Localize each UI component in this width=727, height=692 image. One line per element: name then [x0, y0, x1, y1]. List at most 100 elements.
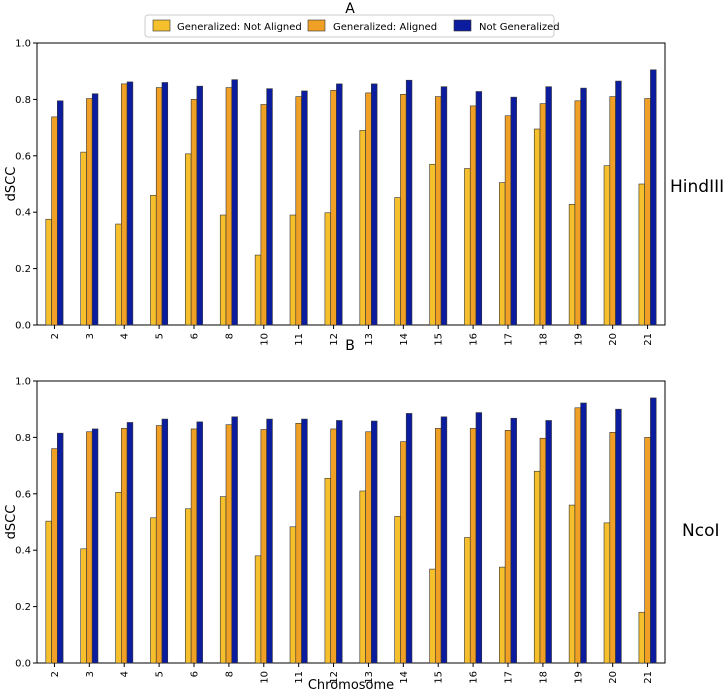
bar-b-not-generalized-chr-12: [336, 420, 343, 664]
bar-a-not-generalized-chr-15: [440, 86, 448, 326]
bar-b-aligned-chr-5: [155, 425, 163, 664]
bar-b-not-generalized-chr-14: [405, 413, 413, 664]
bar-b-not-aligned-chr-5: [150, 517, 157, 664]
bar-a-not-generalized-chr-10: [266, 88, 273, 326]
x-tick-label-a-16: 16: [469, 333, 480, 346]
x-tick-label-a-2: 2: [50, 333, 61, 339]
bar-a-not-generalized-chr-13: [371, 83, 378, 326]
bar-a-not-generalized-chr-17: [510, 96, 517, 326]
bar-a-aligned-chr-12: [330, 90, 337, 326]
x-tick-label-a-18: 18: [538, 333, 549, 346]
bar-a-aligned-chr-16: [469, 105, 477, 326]
bar-b-aligned-chr-6: [190, 428, 198, 664]
bar-b-not-generalized-chr-4: [126, 422, 134, 664]
x-tick-label-b-10: 10: [259, 671, 270, 684]
bar-b-aligned-chr-11: [295, 422, 302, 664]
x-axis-label: Chromosome: [308, 678, 394, 692]
legend-label-aligned: Generalized: Aligned: [333, 22, 437, 33]
x-tick-label-b-17: 17: [504, 671, 515, 684]
bar-b-aligned-chr-8: [225, 424, 233, 664]
bar-a-not-generalized-chr-16: [475, 91, 483, 326]
x-tick-label-b-21: 21: [643, 671, 654, 684]
legend-frame: [144, 14, 555, 38]
bar-b-aligned-chr-14: [400, 441, 407, 664]
bar-a-not-aligned-chr-5: [150, 194, 157, 326]
bar-a-not-generalized-chr-19: [580, 87, 587, 326]
y-tick-label-a-0.0: 0.0: [15, 321, 31, 332]
bar-b-not-aligned-chr-12: [324, 477, 331, 664]
bar-b-aligned-chr-19: [574, 407, 581, 664]
bar-b-aligned-chr-17: [504, 430, 512, 664]
bar-a-not-generalized-chr-11: [301, 90, 308, 326]
bar-b-not-aligned-chr-3: [80, 548, 87, 664]
bar-a-not-generalized-chr-4: [126, 81, 134, 326]
bar-a-aligned-chr-13: [365, 92, 372, 326]
bar-a-not-aligned-chr-2: [45, 218, 52, 326]
bar-b-not-aligned-chr-11: [289, 526, 297, 664]
y-tick-label-b-1.0: 1.0: [15, 377, 31, 388]
bar-a-aligned-chr-5: [155, 87, 163, 326]
x-tick-label-b-6: 6: [190, 671, 201, 677]
bar-b-not-generalized-chr-15: [440, 416, 448, 664]
bar-b-aligned-chr-2: [51, 448, 58, 664]
bar-a-aligned-chr-4: [121, 83, 128, 326]
bar-a-not-generalized-chr-3: [91, 93, 99, 326]
bar-a-not-aligned-chr-18: [533, 128, 541, 326]
panel-b-bars: [45, 397, 657, 664]
x-tick-label-a-5: 5: [155, 333, 166, 339]
panel-a-y-axis: 0.0 0.2 0.4 0.6 0.8 1.0: [15, 39, 37, 332]
bar-b-aligned-chr-21: [644, 437, 651, 664]
bar-a-not-aligned-chr-6: [185, 153, 192, 326]
bar-b-not-generalized-chr-11: [301, 418, 308, 664]
bar-b-not-aligned-chr-19: [568, 504, 576, 664]
panel-b: B 0.0 0.2 0.4 0.6 0.8 1.0 2 3 4 5 6 8 10 11 12 13 14 15 1…: [4, 338, 719, 684]
bar-a-not-aligned-chr-17: [499, 182, 506, 326]
bar-a-not-generalized-chr-21: [650, 69, 657, 326]
bar-a-not-aligned-chr-4: [115, 223, 122, 326]
y-tick-label-b-0.2: 0.2: [15, 602, 31, 613]
bar-a-not-generalized-chr-18: [545, 86, 552, 326]
bar-b-aligned-chr-13: [365, 431, 372, 664]
bar-b-not-generalized-chr-2: [57, 432, 64, 664]
bar-b-not-generalized-chr-21: [650, 397, 657, 664]
x-tick-label-a-19: 19: [573, 333, 584, 346]
bar-a-not-aligned-chr-13: [359, 130, 366, 326]
x-tick-label-a-8: 8: [224, 333, 235, 339]
bar-b-aligned-chr-3: [86, 431, 93, 664]
bar-a-aligned-chr-21: [644, 98, 651, 326]
x-tick-label-b-12: 12: [329, 671, 340, 684]
y-tick-label-a-0.8: 0.8: [15, 95, 31, 106]
bar-a-aligned-chr-17: [504, 115, 512, 326]
bar-b-aligned-chr-20: [609, 432, 616, 664]
bar-b-not-aligned-chr-10: [254, 555, 262, 664]
bar-b-not-generalized-chr-13: [371, 420, 378, 664]
x-tick-label-b-3: 3: [85, 671, 96, 677]
legend-label-not-generalized: Not Generalized: [479, 22, 560, 33]
bar-a-aligned-chr-3: [86, 98, 93, 326]
bar-a-not-generalized-chr-6: [196, 85, 203, 326]
panel-a-x-axis: 2 3 4 5 6 8 10 11 12 13 14 15 16 17 18 19 20 21: [50, 325, 654, 346]
bar-a-aligned-chr-14: [400, 94, 407, 326]
bar-b-not-generalized-chr-3: [91, 428, 99, 664]
bar-a-aligned-chr-8: [225, 87, 233, 326]
panel-a-side-label: HindIII: [670, 177, 724, 197]
bar-b-not-aligned-chr-4: [115, 492, 122, 664]
bar-a-not-aligned-chr-21: [638, 183, 645, 326]
legend-swatch-aligned: [307, 19, 326, 32]
x-tick-label-a-15: 15: [434, 333, 445, 346]
y-tick-label-a-0.4: 0.4: [15, 208, 31, 219]
x-tick-label-b-13: 13: [364, 671, 375, 684]
bar-a-not-aligned-chr-16: [464, 168, 471, 326]
bar-b-not-aligned-chr-16: [464, 537, 471, 664]
x-tick-label-b-4: 4: [120, 671, 131, 677]
panel-b-y-axis: 0.0 0.2 0.4 0.6 0.8 1.0: [15, 377, 37, 670]
bar-b-not-aligned-chr-18: [533, 470, 541, 664]
x-tick-label-a-12: 12: [329, 333, 340, 346]
x-tick-label-b-8: 8: [224, 671, 235, 677]
bar-a-aligned-chr-2: [51, 116, 58, 326]
x-tick-label-a-21: 21: [643, 333, 654, 346]
y-tick-label-b-0.4: 0.4: [15, 546, 31, 557]
bar-b-not-aligned-chr-21: [638, 611, 645, 664]
legend-swatch-not-aligned: [152, 19, 171, 32]
bar-b-aligned-chr-15: [435, 428, 442, 664]
